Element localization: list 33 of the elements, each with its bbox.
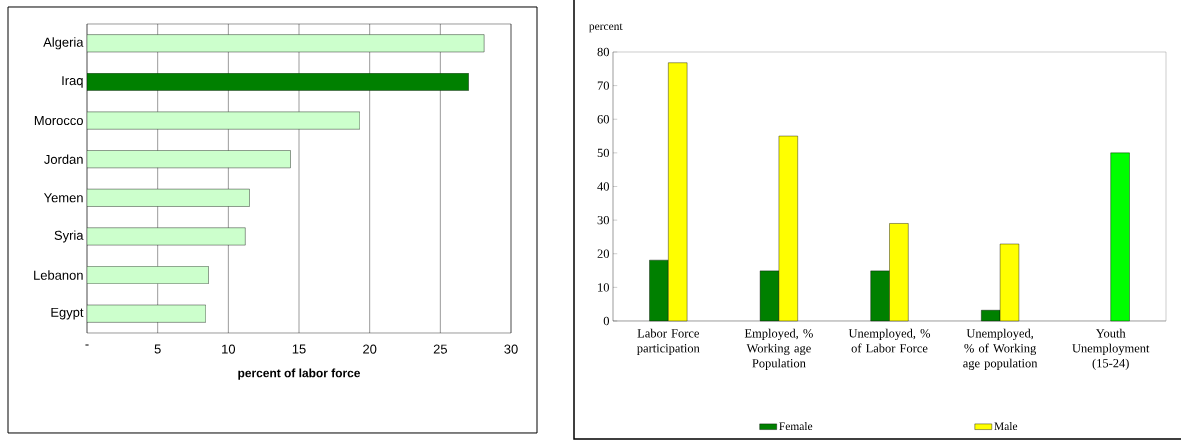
x-tick-label: 20 [363,344,377,354]
x-axis-title: percent of labor force [238,368,361,380]
y-tick-label: 20 [597,249,610,258]
x-tick-label: 10 [222,344,236,354]
y-axis-title: percent [589,23,623,33]
x-tick-label: 30 [504,344,518,354]
x-tick-label: - [85,344,89,346]
x-tick-label: Labor Force participation [637,328,700,355]
y-tick-label: 10 [598,283,610,292]
y-tick-label: Syria [54,230,84,243]
y-tick-label: Yemen [43,193,83,203]
x-tick-label: Unemployed, % of Labor Force [848,328,931,353]
y-tick-label: Algeria [43,37,84,50]
y-tick-label: Iraq [62,76,83,88]
y-tick-label: Jordan [44,154,83,164]
x-tick-label: 25 [433,344,447,354]
legend-label: Female [779,422,813,431]
y-tick-label: Lebanon [34,270,83,280]
y-tick-label: Egypt [51,307,84,320]
x-tick-label: 5 [154,344,161,354]
y-tick-label: 40 [597,182,610,191]
x-tick-label: Employed, % Working age Population [744,328,813,370]
y-tick-label: 0 [603,316,610,326]
x-tick-label: Youth Unemployment (15-24) [1072,328,1150,370]
legend-label: Male [994,422,1018,431]
y-tick-label: 30 [597,215,610,225]
y-tick-label: 80 [597,47,610,57]
y-tick-label: 60 [597,115,610,124]
y-tick-label: Morocco [34,116,83,126]
y-tick-label: 50 [597,148,610,158]
y-tick-label: 70 [597,81,610,90]
x-tick-label: 15 [292,344,306,354]
x-tick-label: Unemployed, % of Working age population [963,328,1038,370]
